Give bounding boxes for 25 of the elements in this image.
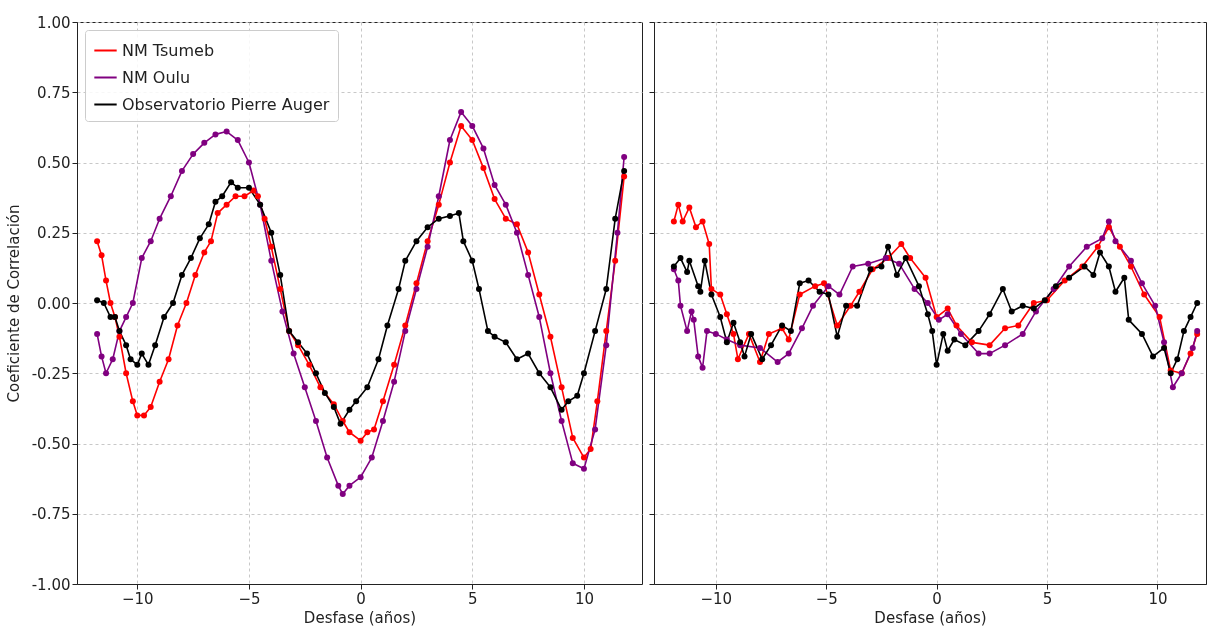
y-tick-label: -0.25 [31, 364, 71, 383]
legend-label: NM Tsumeb [122, 40, 215, 60]
x-tick-label: 5 [468, 589, 478, 608]
x-tick-label: 5 [1042, 589, 1053, 608]
x-tick-label: 0 [932, 589, 942, 608]
y-tick-label: -0.50 [31, 435, 71, 453]
x-tick-label: 10 [1148, 589, 1168, 608]
y-tick-label: 0.75 [37, 83, 71, 102]
x-tick-label: −5 [238, 589, 261, 608]
y-tick-label: 0.50 [37, 154, 71, 172]
x-tick-label: −10 [700, 589, 733, 608]
y-tick-label: -0.75 [31, 505, 71, 524]
x-tick-label: 10 [574, 589, 594, 608]
legend-label: Observatorio Pierre Auger [122, 94, 330, 114]
y-tick-label: -1.00 [31, 575, 71, 594]
y-tick-label: 0.00 [37, 294, 71, 313]
y-tick-label: 1.00 [37, 13, 71, 32]
x-tick-label: −10 [121, 589, 154, 608]
y-tick-label: 0.25 [37, 224, 71, 243]
legend-label: NM Oulu [122, 67, 191, 87]
y-axis-title: Coeficiente de Correlación [4, 204, 23, 403]
x-axis-title: Desfase (años) [303, 608, 417, 627]
x-axis-title: Desfase (años) [874, 608, 987, 627]
x-tick-label: −5 [815, 589, 838, 608]
x-tick-label: 0 [356, 589, 366, 608]
